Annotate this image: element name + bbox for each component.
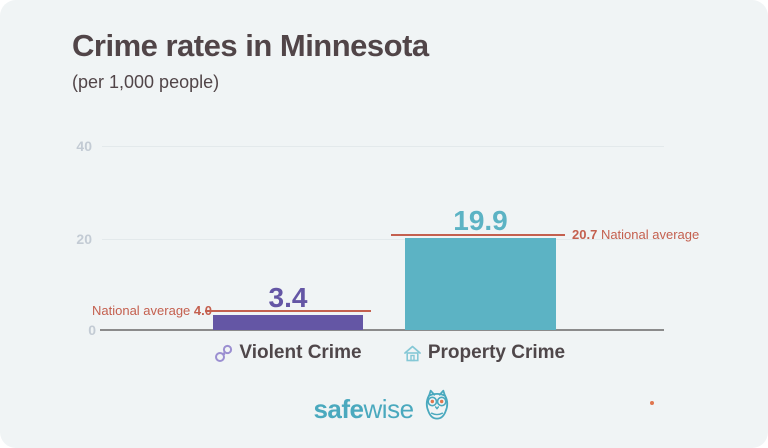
gridline-40	[102, 146, 664, 147]
property-crime-bar	[405, 238, 556, 330]
gridline-20	[102, 239, 664, 240]
chart-title: Crime rates in Minnesota	[72, 28, 429, 63]
violent-crime-value: 3.4	[268, 282, 308, 313]
violent-avg-prefix: National average	[92, 303, 191, 318]
violent-crime-bar	[213, 315, 363, 330]
safewise-wordmark: safewise	[313, 390, 415, 428]
violent-avg-value: 4.0	[193, 303, 212, 318]
property-avg-suffix: National average	[600, 227, 700, 242]
property-avg-value: 20.7	[572, 227, 598, 242]
violent-crime-category: Violent Crime	[200, 342, 376, 364]
owl-icon	[419, 388, 455, 429]
property-crime-category: Property Crime	[396, 342, 572, 364]
house-icon	[403, 344, 422, 363]
handcuffs-icon	[214, 344, 233, 363]
violent-national-average-line	[205, 310, 371, 312]
logo-i-dot	[650, 401, 654, 405]
property-national-average-line	[391, 234, 565, 236]
y-tick-0: 0	[88, 322, 96, 338]
chart-subtitle: (per 1,000 people)	[72, 72, 220, 92]
property-crime-label: Property Crime	[427, 342, 566, 363]
property-national-average-label: 20.7 National average	[572, 227, 699, 242]
y-tick-40: 40	[76, 138, 92, 154]
logo-wise-text: wise	[363, 393, 415, 424]
property-crime-value: 19.9	[453, 205, 508, 236]
x-axis-line	[100, 329, 664, 331]
logo-safe-text: safe	[313, 393, 364, 424]
violent-national-average-label: National average 4.0	[92, 303, 212, 318]
safewise-logo: safewise	[0, 388, 768, 429]
violent-crime-label: Violent Crime	[239, 342, 362, 363]
y-tick-20: 20	[76, 231, 92, 247]
